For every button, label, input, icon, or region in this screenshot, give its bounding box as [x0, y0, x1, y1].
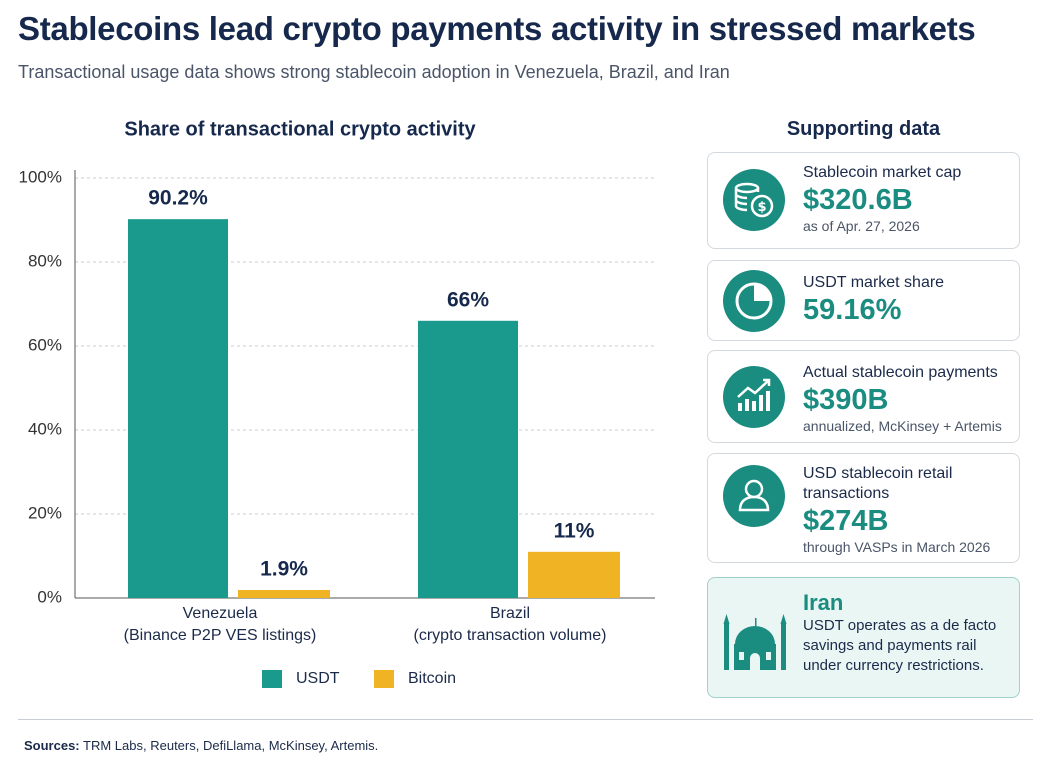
- x-tick-label: Venezuela: [183, 605, 258, 622]
- bar: [238, 590, 330, 598]
- title: Stablecoins lead crypto payments activit…: [18, 10, 976, 47]
- chart-title: Share of transactional crypto activity: [124, 118, 476, 140]
- chart: Share of transactional crypto activity 0%…: [19, 118, 655, 688]
- y-tick-label: 40%: [28, 419, 62, 438]
- bar: [528, 551, 620, 598]
- card-value: $320.6B: [803, 184, 913, 216]
- card-note: annualized, McKinsey + Artemis: [803, 418, 1002, 434]
- icon: $: [723, 169, 785, 231]
- legend-swatch: [262, 670, 282, 688]
- icon: [723, 465, 785, 527]
- x-tick-note: (Binance P2P VES listings): [124, 627, 317, 644]
- value-label: 66%: [447, 288, 489, 311]
- card: $ Stablecoin market cap $320.6B as of Ap…: [707, 152, 1020, 249]
- iran-title: Iran: [803, 590, 844, 615]
- iran-line: savings and payments rail: [803, 637, 977, 654]
- icon: [723, 270, 785, 332]
- icon: [723, 366, 785, 428]
- sources-label: Sources:: [24, 738, 80, 753]
- y-tick-label: 0%: [37, 587, 62, 606]
- iran-card: Iran USDT operates as a de facto savings…: [707, 577, 1020, 698]
- legend-label: USDT: [296, 670, 340, 687]
- card: Actual stablecoin payments $390B annuali…: [707, 350, 1020, 443]
- iran-line: under currency restrictions.: [803, 657, 984, 674]
- value-label: 11%: [554, 519, 595, 542]
- card-value: 59.16%: [803, 294, 902, 326]
- card-value: $390B: [803, 384, 889, 416]
- value-label: 90.2%: [148, 187, 208, 210]
- card-note: through VASPs in March 2026: [803, 539, 991, 555]
- card: USD stablecoin retail transactions $274B…: [707, 453, 1020, 563]
- y-tick-label: 80%: [28, 251, 62, 270]
- legend-swatch: [374, 670, 394, 688]
- y-tick-label: 20%: [28, 503, 62, 522]
- card: USDT market share 59.16%: [707, 260, 1020, 341]
- x-tick-label: Brazil: [490, 605, 530, 622]
- y-tick-label: 60%: [28, 335, 62, 354]
- bar: [418, 320, 518, 598]
- legend-label: Bitcoin: [408, 670, 456, 687]
- y-tick-label: 100%: [19, 167, 62, 186]
- card-label: Stablecoin market cap: [803, 164, 962, 181]
- subtitle: Transactional usage data shows strong st…: [18, 62, 730, 82]
- iran-line: USDT operates as a de facto: [803, 617, 997, 634]
- mosque-icon: [723, 614, 787, 670]
- card-note: as of Apr. 27, 2026: [803, 218, 920, 234]
- svg-text:$: $: [757, 200, 766, 215]
- card-value: $274B: [803, 505, 889, 537]
- value-label: 1.9%: [260, 558, 308, 581]
- card-label: Actual stablecoin payments: [803, 364, 998, 381]
- card-label: USD stablecoin retail transactions: [803, 465, 953, 502]
- sources: Sources: TRM Labs, Reuters, DefiLlama, M…: [24, 738, 378, 753]
- bar: [128, 219, 228, 598]
- card-label: USDT market share: [803, 274, 945, 291]
- side-title: Supporting data: [786, 118, 941, 140]
- divider: [18, 719, 1033, 720]
- sources-text: TRM Labs, Reuters, DefiLlama, McKinsey, …: [83, 738, 379, 753]
- x-tick-note: (crypto transaction volume): [414, 627, 607, 644]
